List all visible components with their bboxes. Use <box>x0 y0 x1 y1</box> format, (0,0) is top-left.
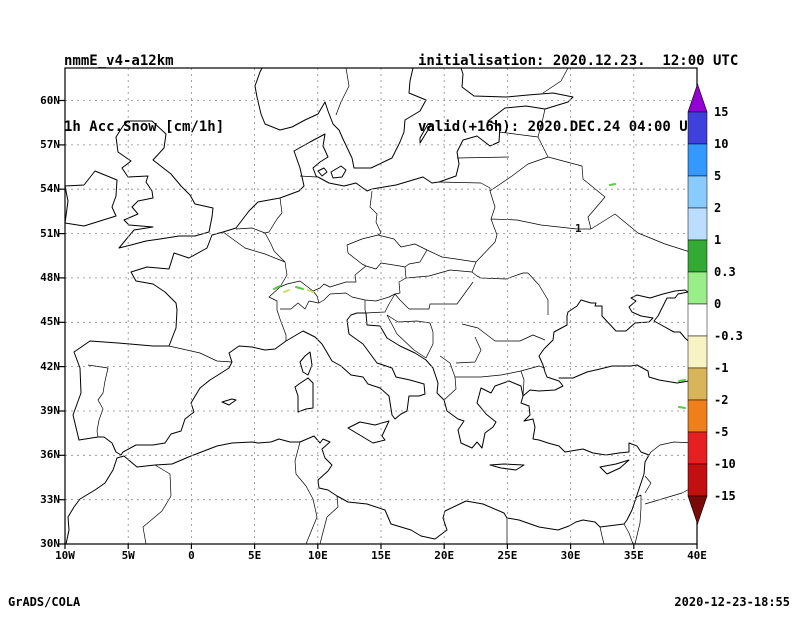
gridlines <box>65 68 697 544</box>
colorbar-segment-9 <box>687 399 708 433</box>
colorbar-label-2: 2 <box>714 201 721 215</box>
lon-axis-label-25E: 25E <box>497 549 518 562</box>
colorbar-segment-3 <box>687 207 708 241</box>
grads-credit: GrADS/COLA <box>8 595 81 609</box>
axis-ticks <box>59 99 698 549</box>
lat-axis-label-48N: 48N <box>40 270 60 284</box>
lon-axis-label-10E: 10E <box>307 549 328 562</box>
lat-axis-label-39N: 39N <box>40 403 60 417</box>
colorbar-label--2: -2 <box>714 393 728 407</box>
island-mallorca <box>221 398 237 406</box>
colorbar-label-15: 15 <box>714 105 728 119</box>
lat-axis-label-33N: 33N <box>40 492 60 506</box>
colorbar-segment-1 <box>687 143 708 177</box>
colorbar-segment-11 <box>687 463 708 497</box>
lon-axis-label-10W: 10W <box>55 549 75 562</box>
lon-axis-label-15E: 15E <box>371 549 391 562</box>
colorbar-segment-2 <box>687 175 708 209</box>
snow-accumulation-spots-yellow <box>283 289 314 293</box>
coast-scandinavia <box>254 67 427 169</box>
lon-axis-label-5W: 5W <box>121 549 135 562</box>
country-borders <box>87 67 698 545</box>
coast-turkey-north <box>558 364 698 384</box>
lat-axis-label-51N: 51N <box>40 226 60 240</box>
lon-axis-label-20E: 20E <box>434 549 455 562</box>
lat-axis-label-42N: 42N <box>40 359 60 373</box>
colorbar-arrow-top <box>687 83 708 113</box>
coast-anatolia-levant-africa <box>65 395 650 545</box>
lat-axis-label-30N: 30N <box>40 537 60 550</box>
variable-name: 1h Acc.Snow [cm/1h] <box>64 119 225 135</box>
island-cyprus <box>599 459 630 475</box>
lat-axis-label-54N: 54N <box>40 182 60 196</box>
island-zealand <box>330 165 347 179</box>
lat-axis-label-36N: 36N <box>40 448 60 462</box>
coast-mediterranean-north <box>78 289 698 456</box>
creation-timestamp: 2020-12-23-18:55 <box>674 595 790 609</box>
lat-axis-label-45N: 45N <box>40 315 60 329</box>
island-corsica <box>299 351 313 376</box>
colorbar-segment-0 <box>687 111 708 145</box>
colorbar-label--10: -10 <box>714 457 736 471</box>
coast-ireland <box>64 170 118 227</box>
lon-axis-label-5E: 5E <box>247 549 262 562</box>
snow-accumulation-spots-green <box>273 183 686 409</box>
coast-great-britain <box>115 120 214 249</box>
colorbar-segment-8 <box>687 367 708 401</box>
colorbar-segment-5 <box>687 271 708 305</box>
lon-axis-label-40E: 40E <box>687 549 707 562</box>
model-name: nmmE_v4-a12km <box>64 53 174 69</box>
header-right: initialisation: 2020.12.23. 12:00 UTC va… <box>418 6 738 182</box>
contour-label-1: 1 <box>575 222 582 235</box>
header-left: nmmE_v4-a12km 1h Acc.Snow [cm/1h] <box>64 6 224 182</box>
lat-axis-label-57N: 57N <box>40 137 60 151</box>
colorbar-label-0.3: 0.3 <box>714 265 736 279</box>
colorbar: 15 10 5 2 1 0.3 0 -0.3 -1 -2 -5 -10 -15 <box>687 83 743 525</box>
island-funen <box>317 167 328 177</box>
colorbar-segment-10 <box>687 431 708 465</box>
colorbar-segment-6 <box>687 303 708 337</box>
init-time-line: initialisation: 2020.12.23. 12:00 UTC <box>418 53 739 69</box>
colorbar-label--0.3: -0.3 <box>714 329 743 343</box>
valid-time-line: valid(+16h): 2020.DEC.24 04:00 UTC <box>418 119 705 135</box>
colorbar-label-5: 5 <box>714 169 721 183</box>
colorbar-label--1: -1 <box>714 361 728 375</box>
lon-axis-label-30E: 30E <box>560 549 581 562</box>
colorbar-arrow-bottom <box>687 495 708 525</box>
coastlines <box>64 67 698 545</box>
island-crete <box>489 463 525 471</box>
europe-map-plot: 1 <box>59 67 698 549</box>
colorbar-segment-7 <box>687 335 708 369</box>
colorbar-label-0: 0 <box>714 297 721 311</box>
colorbar-label-10: 10 <box>714 137 728 151</box>
lon-axis-label-35E: 35E <box>623 549 644 562</box>
island-sicily <box>347 420 390 444</box>
colorbar-label--5: -5 <box>714 425 728 439</box>
lon-axis-label-0: 0 <box>188 549 195 562</box>
lat-axis-label-60N: 60N <box>40 93 60 107</box>
island-sardinia <box>294 377 314 413</box>
coast-west-europe-baltic <box>72 67 574 441</box>
colorbar-label-1: 1 <box>714 233 721 247</box>
colorbar-label--15: -15 <box>714 489 736 503</box>
island-gotland <box>419 123 432 144</box>
colorbar-segment-4 <box>687 239 708 273</box>
country-border-lines <box>87 67 698 545</box>
